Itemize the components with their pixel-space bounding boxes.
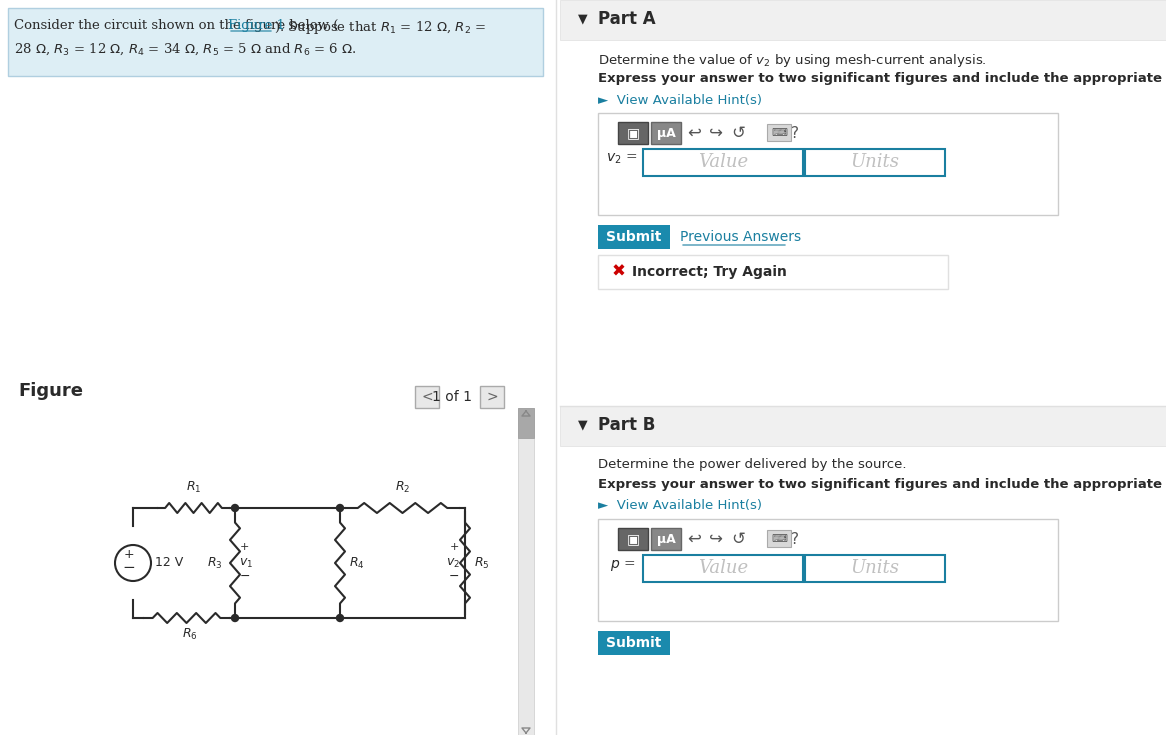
Bar	[598, 113, 1058, 215]
Text: 12 V: 12 V	[155, 556, 183, 570]
Bar	[767, 124, 791, 141]
Text: Determine the value of $v_2$ by using mesh-current analysis.: Determine the value of $v_2$ by using me…	[598, 52, 986, 69]
Text: ▣: ▣	[626, 126, 640, 140]
Text: Units: Units	[850, 153, 899, 171]
Text: ↺: ↺	[731, 124, 745, 142]
Text: Submit: Submit	[606, 230, 661, 244]
Bar	[642, 149, 803, 176]
Bar	[618, 122, 648, 144]
Text: −: −	[122, 561, 135, 576]
Text: Consider the circuit shown on the figure below (: Consider the circuit shown on the figure…	[14, 19, 338, 32]
Circle shape	[115, 545, 152, 581]
Text: $R_6$: $R_6$	[182, 627, 197, 642]
Text: ►  View Available Hint(s): ► View Available Hint(s)	[598, 499, 763, 512]
Bar	[805, 555, 944, 582]
Text: ↪: ↪	[709, 124, 723, 142]
Text: Determine the power delivered by the source.: Determine the power delivered by the sou…	[598, 458, 906, 471]
Text: ►  View Available Hint(s): ► View Available Hint(s)	[598, 94, 763, 107]
Bar	[560, 406, 1166, 446]
Text: $v_2$: $v_2$	[445, 556, 461, 570]
Text: Units: Units	[850, 559, 899, 577]
Text: Express your answer to two significant figures and include the appropriate units: Express your answer to two significant f…	[598, 478, 1166, 491]
Bar	[598, 631, 670, 655]
Bar	[651, 528, 681, 550]
Text: <: <	[421, 390, 433, 404]
Text: >: >	[486, 390, 498, 404]
Text: Part A: Part A	[598, 10, 655, 28]
Text: +: +	[124, 548, 134, 561]
Text: Figure 1: Figure 1	[229, 19, 285, 32]
Circle shape	[232, 504, 239, 512]
Bar	[518, 408, 534, 735]
Text: ▼: ▼	[578, 12, 588, 25]
Text: $R_4$: $R_4$	[349, 556, 365, 570]
Bar	[805, 149, 944, 176]
Text: Submit: Submit	[606, 636, 661, 650]
Text: −: −	[240, 570, 251, 583]
Text: −: −	[449, 570, 459, 583]
Text: $R_5$: $R_5$	[475, 556, 490, 570]
Text: μA: μA	[656, 126, 675, 140]
Text: $v_1$: $v_1$	[239, 556, 253, 570]
Text: $R_2$: $R_2$	[395, 480, 410, 495]
Text: Previous Answers: Previous Answers	[680, 230, 801, 244]
Circle shape	[337, 504, 344, 512]
Text: Part B: Part B	[598, 416, 655, 434]
Text: ⌨: ⌨	[771, 128, 787, 138]
Text: Value: Value	[698, 153, 749, 171]
Circle shape	[232, 614, 239, 622]
Bar	[480, 386, 504, 408]
Text: +: +	[450, 542, 459, 552]
Text: ↩: ↩	[687, 124, 701, 142]
Bar	[642, 555, 803, 582]
Text: Incorrect; Try Again: Incorrect; Try Again	[632, 265, 787, 279]
Bar	[560, 0, 1166, 40]
Text: ⌨: ⌨	[771, 534, 787, 544]
Bar	[8, 8, 543, 76]
Text: $v_2$ =: $v_2$ =	[606, 152, 638, 166]
Circle shape	[337, 614, 344, 622]
Text: Value: Value	[698, 559, 749, 577]
Bar	[598, 519, 1058, 621]
Text: ▣: ▣	[626, 532, 640, 546]
Text: +: +	[240, 542, 250, 552]
Text: ↩: ↩	[687, 530, 701, 548]
Text: Figure: Figure	[17, 382, 83, 400]
Text: μA: μA	[656, 532, 675, 545]
Bar	[767, 530, 791, 547]
Bar	[598, 255, 948, 289]
Bar	[415, 386, 440, 408]
Text: 28 $\Omega$, $R_3$ = 12 $\Omega$, $R_4$ = 34 $\Omega$, $R_5$ = 5 $\Omega$ and $R: 28 $\Omega$, $R_3$ = 12 $\Omega$, $R_4$ …	[14, 42, 357, 57]
Text: ✖: ✖	[612, 263, 626, 281]
Bar	[651, 122, 681, 144]
Text: ?: ?	[791, 531, 799, 547]
Text: 1 of 1: 1 of 1	[431, 390, 472, 404]
Text: $R_1$: $R_1$	[185, 480, 202, 495]
Text: Express your answer to two significant figures and include the appropriate units: Express your answer to two significant f…	[598, 72, 1166, 85]
Bar	[518, 408, 534, 438]
Text: $R_3$: $R_3$	[208, 556, 223, 570]
Text: $p$ =: $p$ =	[610, 558, 635, 573]
Text: ). Suppose that $R_1$ = 12 $\Omega$, $R_2$ =: ). Suppose that $R_1$ = 12 $\Omega$, $R_…	[274, 19, 486, 36]
Bar	[598, 225, 670, 249]
Text: ↺: ↺	[731, 530, 745, 548]
Text: ▼: ▼	[578, 418, 588, 431]
Text: ↪: ↪	[709, 530, 723, 548]
Text: ?: ?	[791, 126, 799, 140]
Bar	[618, 528, 648, 550]
